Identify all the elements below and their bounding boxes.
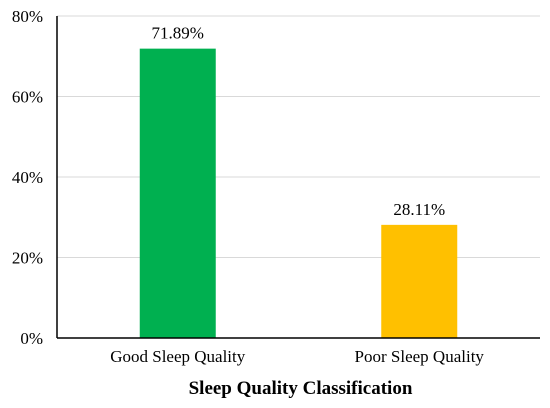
axes xyxy=(56,16,540,339)
x-tick-labels: Good Sleep Quality Poor Sleep Quality xyxy=(110,347,484,366)
bar xyxy=(139,48,216,338)
x-axis-title: Sleep Quality Classification xyxy=(189,378,413,399)
data-labels: 71.89% 28.11% xyxy=(152,24,446,219)
data-label: 71.89% xyxy=(152,24,204,43)
bar xyxy=(381,224,458,338)
y-tick-label: 60% xyxy=(12,88,43,107)
data-label: 28.11% xyxy=(393,200,445,219)
y-tick-label: 80% xyxy=(12,7,43,26)
y-tick-label: 0% xyxy=(20,329,43,348)
y-tick-labels: 0% 20% 40% 60% 80% xyxy=(12,7,43,348)
x-tick-label: Poor Sleep Quality xyxy=(355,347,485,366)
bars xyxy=(139,48,458,338)
x-tick-label: Good Sleep Quality xyxy=(110,347,246,366)
gridlines xyxy=(57,15,540,258)
y-tick-label: 40% xyxy=(12,168,43,187)
y-tick-label: 20% xyxy=(12,249,43,268)
